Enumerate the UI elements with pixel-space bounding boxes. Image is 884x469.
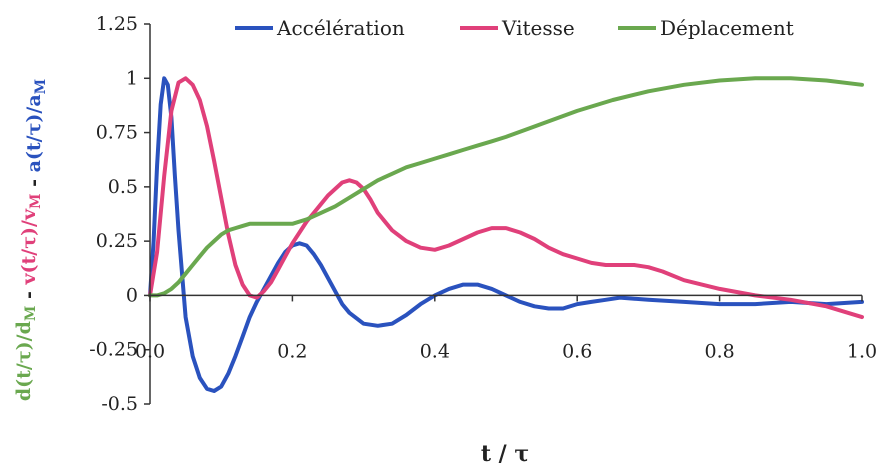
series-layer	[148, 76, 864, 393]
y-label-subscript: M	[23, 306, 39, 322]
x-tick-label: 0.8	[704, 340, 734, 362]
y-axis-label: d(t/τ)/dM - v(t/τ)/vM - a(t/τ)/aM	[13, 79, 49, 401]
y-label-part: a(t/τ)/a	[23, 94, 45, 172]
x-tick-label: 0.0	[135, 340, 165, 362]
legend: Accélération Vitesse Déplacement	[235, 16, 794, 40]
series-line-1	[148, 76, 864, 320]
y-tick-label: 0.25	[96, 230, 138, 252]
y-label-subscript: M	[33, 79, 49, 95]
y-label-part: -	[23, 172, 45, 193]
x-tick-label: 0.6	[562, 340, 592, 362]
series-line-0	[148, 76, 864, 393]
y-label-part: v(t/τ)/v	[18, 208, 40, 285]
x-tick-label: 0.2	[277, 340, 307, 362]
legend-label: Vitesse	[501, 16, 575, 40]
y-label-part: d(t/τ)/d	[13, 321, 35, 401]
x-tick-labels: 0.0 0.2 0.4 0.6 0.8 1.0	[135, 295, 877, 362]
y-label-subscript: M	[28, 194, 44, 210]
y-tick-label: 0.75	[96, 122, 138, 144]
y-tick-labels: 1.25 1 0.75 0.5 0.25 0 -0.25 -0.5	[89, 13, 150, 415]
x-axis-label: t / τ	[481, 441, 529, 467]
y-tick-label: 1.25	[96, 13, 138, 35]
y-label-part: -	[18, 285, 40, 306]
legend-label: Accélération	[276, 16, 405, 40]
y-tick-label: -0.25	[89, 339, 138, 361]
y-tick-label: -0.5	[101, 393, 138, 415]
legend-label: Déplacement	[660, 16, 794, 40]
y-tick-label: 0	[126, 284, 138, 306]
series-line-2	[148, 76, 864, 298]
axes-layer	[149, 24, 862, 404]
x-tick-label: 0.4	[420, 340, 450, 362]
y-tick-label: 1	[126, 67, 138, 89]
x-tick-label: 1.0	[847, 340, 877, 362]
y-tick-label: 0.5	[108, 176, 138, 198]
